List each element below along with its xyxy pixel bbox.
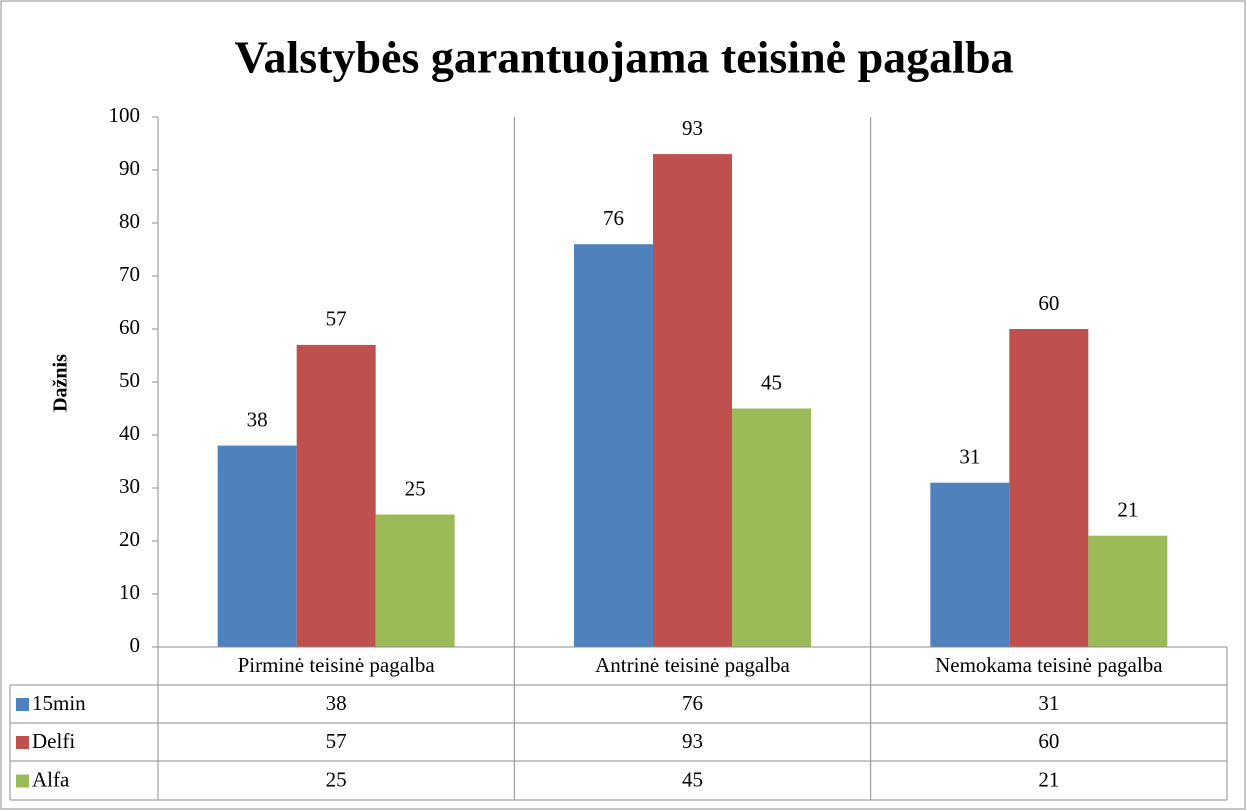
y-tick-label: 40: [119, 421, 140, 445]
table-cell: 60: [1038, 729, 1059, 753]
data-label: 45: [761, 370, 782, 394]
data-label: 38: [247, 407, 268, 431]
data-label: 60: [1038, 291, 1059, 315]
bar: [375, 514, 455, 647]
x-tick-label: Nemokama teisinė pagalba: [935, 653, 1163, 677]
y-tick-label: 70: [119, 262, 140, 286]
x-tick-label: Antrinė teisinė pagalba: [595, 653, 790, 677]
y-axis-label: Dažnis: [50, 354, 72, 412]
legend-key: [16, 698, 29, 711]
legend-label: 15min: [32, 691, 86, 715]
data-label: 31: [959, 445, 980, 469]
data-label: 25: [405, 476, 426, 500]
bar: [296, 344, 376, 647]
y-tick-label: 90: [119, 156, 140, 180]
bar: [653, 154, 732, 647]
bar: [217, 445, 297, 647]
y-tick-label: 20: [119, 527, 140, 551]
y-tick-label: 80: [119, 209, 140, 233]
table-cell: 57: [326, 729, 347, 753]
legend-label: Delfi: [32, 729, 75, 753]
table-cell: 25: [326, 767, 347, 791]
x-tick-label: Pirminė teisinė pagalba: [238, 653, 436, 677]
bar: [930, 482, 1010, 647]
y-tick-label: 100: [109, 103, 141, 127]
y-tick-label: 0: [130, 633, 141, 657]
y-tick-label: 60: [119, 315, 140, 339]
table-cell: 93: [682, 729, 703, 753]
y-tick-label: 50: [119, 368, 140, 392]
legend-key: [16, 774, 29, 788]
data-label: 76: [603, 206, 624, 230]
table-cell: 76: [682, 691, 703, 715]
y-tick-label: 30: [119, 474, 140, 498]
table-cell: 38: [326, 691, 347, 715]
bar: [574, 244, 653, 647]
data-label: 21: [1117, 498, 1138, 522]
chart-title: Valstybės garantuojama teisinė pagalba: [234, 32, 1013, 83]
table-cell: 31: [1038, 691, 1059, 715]
bar: [1009, 329, 1089, 647]
data-label: 93: [682, 116, 703, 140]
table-cell: 21: [1038, 767, 1059, 791]
table-cell: 45: [682, 767, 703, 791]
bar: [1088, 535, 1168, 647]
data-label: 57: [326, 307, 347, 331]
y-tick-label: 10: [119, 580, 140, 604]
legend-label: Alfa: [32, 767, 70, 791]
legend-key: [16, 736, 29, 749]
bar: [732, 408, 811, 647]
